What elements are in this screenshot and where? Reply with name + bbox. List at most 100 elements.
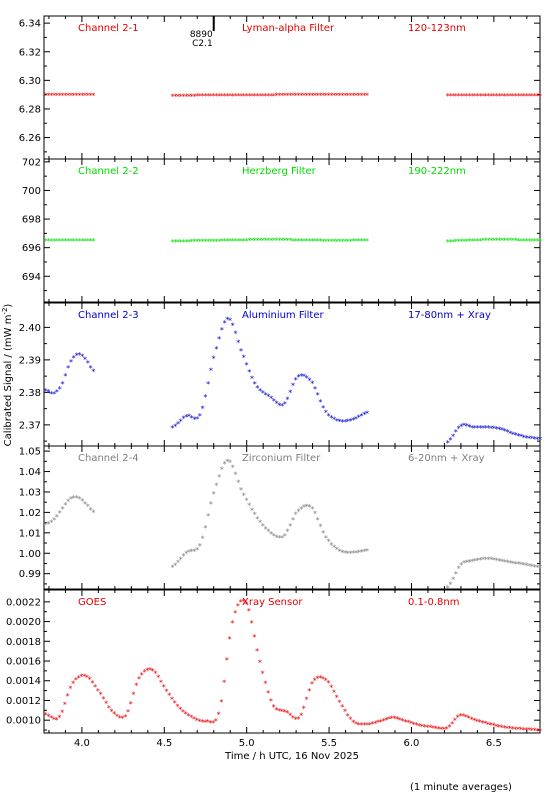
data-point: * <box>107 704 111 713</box>
y-tick-label: 0.99 <box>19 569 41 580</box>
data-point: * <box>258 237 262 246</box>
data-point: * <box>69 91 73 100</box>
data-point: * <box>112 710 116 719</box>
data-point: * <box>184 92 188 101</box>
data-point: * <box>302 237 306 246</box>
data-point: * <box>266 237 270 246</box>
averaging-note: (1 minute averages) <box>410 782 512 793</box>
data-point: * <box>184 549 188 558</box>
data-point: * <box>44 91 48 100</box>
data-point: * <box>516 237 520 246</box>
data-point: * <box>346 237 350 246</box>
data-point: * <box>428 724 432 733</box>
data-point: * <box>228 92 232 101</box>
data-point: * <box>420 723 424 732</box>
data-point: * <box>332 237 336 246</box>
y-tick-label: 6.28 <box>19 104 41 115</box>
data-point: * <box>299 372 303 381</box>
data-point: * <box>134 682 138 691</box>
data-point: * <box>465 237 469 246</box>
data-point: * <box>431 724 435 733</box>
data-point: * <box>121 715 125 724</box>
data-point: * <box>495 557 499 566</box>
data-point: * <box>450 720 454 729</box>
data-point: * <box>318 523 322 532</box>
data-point: * <box>514 560 518 569</box>
data-point: * <box>359 92 363 101</box>
y-tick-label: 2.39 <box>19 355 41 366</box>
data-point: * <box>299 91 303 100</box>
data-point: * <box>516 725 520 734</box>
data-point: * <box>143 668 147 677</box>
data-point: * <box>500 723 504 732</box>
data-point: * <box>494 722 498 731</box>
data-point: * <box>258 659 262 668</box>
data-point: * <box>340 91 344 100</box>
data-point: * <box>448 581 452 590</box>
data-point: * <box>86 503 90 512</box>
data-point: * <box>299 237 303 246</box>
data-point: * <box>524 726 528 735</box>
data-point: * <box>49 237 53 246</box>
data-point: * <box>222 678 226 687</box>
data-point: * <box>288 711 292 720</box>
data-point: * <box>66 364 70 373</box>
data-point: * <box>310 237 314 246</box>
data-point: * <box>91 91 95 100</box>
data-point: * <box>275 92 279 101</box>
data-point: * <box>291 237 295 246</box>
data-point: * <box>241 597 245 606</box>
data-point: * <box>61 91 65 100</box>
y-tick-label: 2.38 <box>19 388 41 399</box>
data-point: * <box>234 471 238 480</box>
y-tick-label: 1.00 <box>19 549 41 560</box>
data-point: * <box>346 417 350 426</box>
data-point: * <box>269 697 273 706</box>
data-point: * <box>484 555 488 564</box>
data-point: * <box>480 719 484 728</box>
data-point: * <box>324 237 328 246</box>
data-point: * <box>340 549 344 558</box>
data-point: * <box>456 714 460 723</box>
data-point: * <box>508 559 512 568</box>
data-point: * <box>459 561 463 570</box>
data-point: * <box>491 722 495 731</box>
data-point: * <box>343 549 347 558</box>
data-point: * <box>195 92 199 101</box>
data-point: * <box>154 669 158 678</box>
data-point: * <box>439 726 443 735</box>
data-point: * <box>462 92 466 101</box>
data-point: * <box>365 410 369 419</box>
data-point: * <box>503 237 507 246</box>
data-point: * <box>239 598 243 607</box>
panel-label: 120-123nm <box>408 23 466 34</box>
data-point: * <box>228 459 232 468</box>
data-point: * <box>77 91 81 100</box>
data-point: * <box>508 429 512 438</box>
data-point: * <box>288 389 292 398</box>
data-point: * <box>255 237 259 246</box>
data-point: * <box>310 380 314 389</box>
data-point: * <box>486 720 490 729</box>
data-point: * <box>61 237 65 246</box>
data-point: * <box>294 511 298 520</box>
data-point: * <box>269 92 273 101</box>
data-point: * <box>72 354 76 363</box>
data-point: * <box>46 388 50 397</box>
data-point: * <box>533 237 537 246</box>
data-point: * <box>272 92 276 101</box>
data-point: * <box>74 676 78 685</box>
data-point: * <box>69 237 73 246</box>
data-point: * <box>467 92 471 101</box>
data-point: * <box>446 92 450 101</box>
data-point: * <box>239 347 243 356</box>
data-point: * <box>85 673 89 682</box>
data-point: * <box>294 92 298 101</box>
data-point: * <box>338 418 342 427</box>
data-point: * <box>63 91 67 100</box>
event-marker-label: 8890 <box>190 30 213 40</box>
data-point: * <box>313 385 317 394</box>
data-point: * <box>195 415 199 424</box>
data-point: * <box>359 548 363 557</box>
data-point: * <box>63 501 67 510</box>
